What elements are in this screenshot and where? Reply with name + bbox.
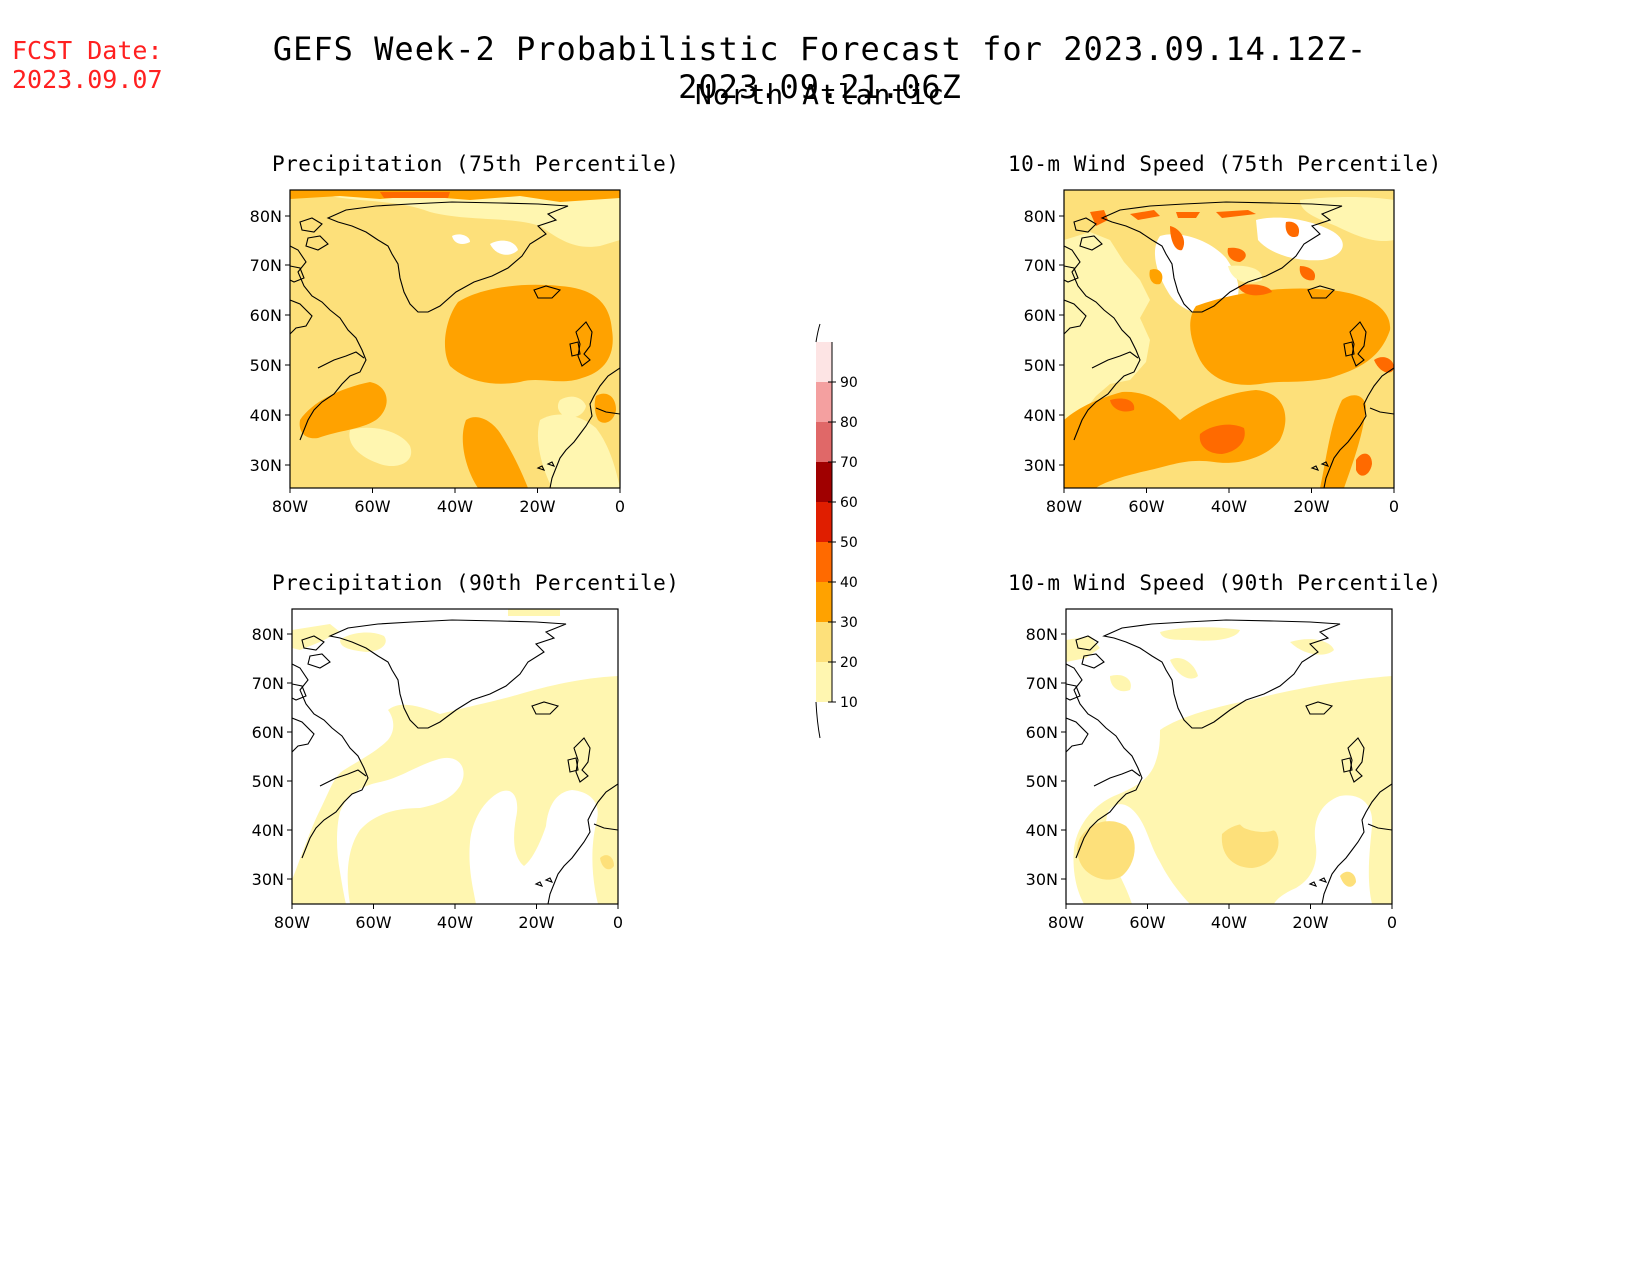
lat-label: 50N <box>250 356 282 375</box>
lat-label: 70N <box>1024 256 1056 275</box>
colorbar-label: 80 <box>840 415 858 431</box>
region-subtitle: North Atlantic <box>694 78 945 111</box>
map-wind-75: 80N 70N 60N 50N 40N 30N 80W 60W 40W 20W 0 <box>1024 189 1399 516</box>
lon-label: 0 <box>1389 497 1399 516</box>
axes-wind-75: 80N 70N 60N 50N 40N 30N 80W 60W 40W 20W 0 <box>1024 207 1399 516</box>
page-title: GEFS Week-2 Probabilistic Forecast for 2… <box>272 30 1368 106</box>
coastlines-precip-75 <box>290 201 620 488</box>
lat-label: 40N <box>1024 406 1056 425</box>
lon-label: 40W <box>1211 497 1247 516</box>
colorbar-label: 70 <box>840 455 858 471</box>
lat-label: 70N <box>250 256 282 275</box>
colorbar-swatch <box>816 342 832 382</box>
lon-label: 0 <box>615 497 625 516</box>
lat-label: 60N <box>1026 723 1058 742</box>
lat-label: 60N <box>1024 306 1056 325</box>
lat-label: 30N <box>250 456 282 475</box>
lat-label: 30N <box>252 870 284 889</box>
map-precip-75: 80N 70N 60N 50N 40N 30N 80W 60W 40W 20W 0 <box>250 189 625 516</box>
colorbar-bottom-cap <box>815 701 821 739</box>
colorbar-label: 40 <box>840 575 858 591</box>
colorbar-label: 60 <box>840 495 858 511</box>
lon-label: 0 <box>613 913 623 932</box>
lat-label: 80N <box>252 625 284 644</box>
colorbar-swatch <box>816 462 832 502</box>
lon-label: 80W <box>1048 913 1084 932</box>
lat-label: 30N <box>1026 870 1058 889</box>
colorbar-swatch <box>816 382 832 422</box>
lon-label: 60W <box>1128 497 1164 516</box>
coastlines-precip-90 <box>292 619 618 904</box>
lat-label: 80N <box>250 207 282 226</box>
coastlines-wind-90 <box>1066 619 1392 904</box>
colorbar-swatch <box>816 582 832 622</box>
panel-title-precip-90: Precipitation (90th Percentile) <box>272 571 680 595</box>
lon-label: 40W <box>1211 913 1247 932</box>
lon-label: 40W <box>437 913 473 932</box>
colorbar-swatch <box>816 542 832 582</box>
map-precip-90: 80N 70N 60N 50N 40N 30N 80W 60W 40W 20W 0 <box>252 608 623 932</box>
lon-label: 20W <box>1293 497 1329 516</box>
colorbar-swatch <box>816 622 832 662</box>
axes-precip-90: 80N 70N 60N 50N 40N 30N 80W 60W 40W 20W 0 <box>252 625 623 932</box>
shading-wind-75 <box>1064 190 1394 488</box>
lat-label: 80N <box>1026 625 1058 644</box>
lat-label: 50N <box>252 772 284 791</box>
coastlines-wind-75 <box>1064 201 1394 488</box>
lat-label: 70N <box>252 674 284 693</box>
fcst-date-value: 2023.09.07 <box>12 65 163 94</box>
forecast-date-block: FCST Date: 2023.09.07 <box>12 36 163 94</box>
fcst-date-label: FCST Date: <box>12 36 163 65</box>
shading-wind-90 <box>1066 609 1392 904</box>
panel-title-wind-90: 10-m Wind Speed (90th Percentile) <box>1008 571 1442 595</box>
colorbar-swatch <box>816 422 832 462</box>
colorbar-swatch <box>816 662 832 702</box>
lat-label: 70N <box>1026 674 1058 693</box>
colorbar-top-cap <box>815 323 821 343</box>
lat-label: 60N <box>252 723 284 742</box>
colorbar-label: 90 <box>840 375 858 391</box>
lat-label: 80N <box>1024 207 1056 226</box>
axes-wind-90: 80N 70N 60N 50N 40N 30N 80W 60W 40W 20W 0 <box>1026 625 1397 932</box>
lat-label: 40N <box>250 406 282 425</box>
lon-label: 60W <box>355 913 391 932</box>
lon-label: 80W <box>272 497 308 516</box>
shading-precip-90 <box>292 609 618 904</box>
lat-label: 40N <box>252 821 284 840</box>
colorbar-label: 10 <box>840 695 858 711</box>
colorbar: 10 20 30 40 50 60 70 80 90 <box>815 323 858 739</box>
colorbar-label: 20 <box>840 655 858 671</box>
lon-label: 40W <box>437 497 473 516</box>
lat-label: 60N <box>250 306 282 325</box>
lon-label: 60W <box>1129 913 1165 932</box>
lon-label: 20W <box>519 497 555 516</box>
panel-title-wind-75: 10-m Wind Speed (75th Percentile) <box>1008 152 1442 176</box>
lat-label: 30N <box>1024 456 1056 475</box>
lon-label: 60W <box>354 497 390 516</box>
lon-label: 0 <box>1387 913 1397 932</box>
colorbar-label: 30 <box>840 615 858 631</box>
colorbar-swatch <box>816 502 832 542</box>
colorbar-label: 50 <box>840 535 858 551</box>
lon-label: 20W <box>1292 913 1328 932</box>
lon-label: 80W <box>274 913 310 932</box>
shading-precip-75 <box>290 190 620 488</box>
lon-label: 20W <box>518 913 554 932</box>
axes-precip-75: 80N 70N 60N 50N 40N 30N 80W 60W 40W 20W 0 <box>250 207 625 516</box>
lon-label: 80W <box>1046 497 1082 516</box>
panel-title-precip-75: Precipitation (75th Percentile) <box>272 152 680 176</box>
lat-label: 40N <box>1026 821 1058 840</box>
lat-label: 50N <box>1024 356 1056 375</box>
map-wind-90: 80N 70N 60N 50N 40N 30N 80W 60W 40W 20W 0 <box>1026 608 1397 932</box>
lat-label: 50N <box>1026 772 1058 791</box>
